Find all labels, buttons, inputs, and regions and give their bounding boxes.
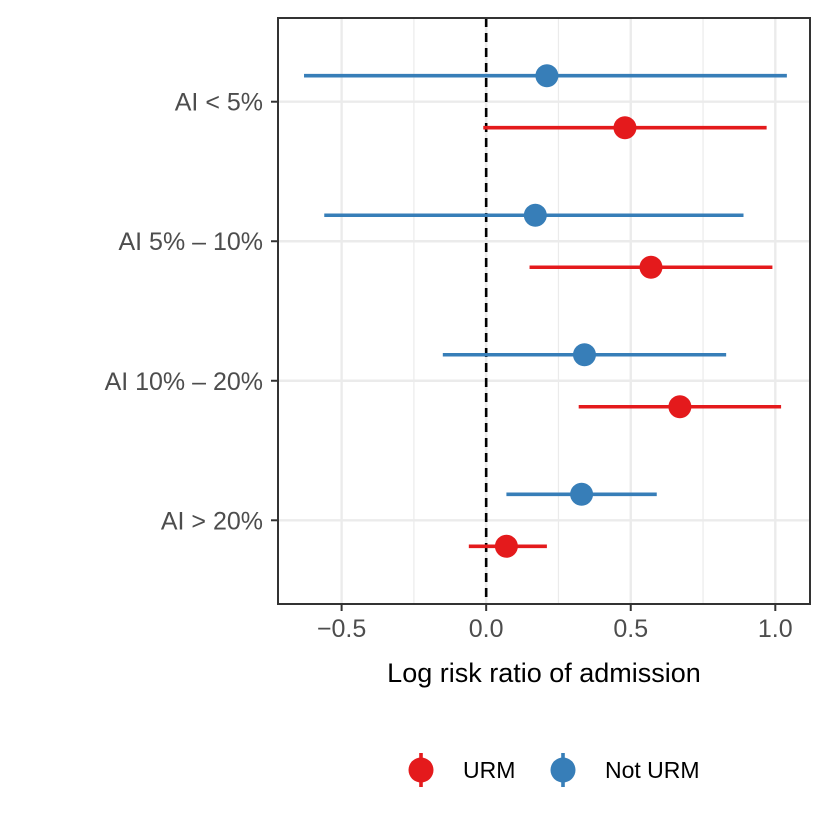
x-axis-title: Log risk ratio of admission (387, 658, 701, 688)
y-tick-label: AI 5% – 10% (118, 228, 263, 256)
x-tick-label: 0.5 (613, 615, 648, 643)
x-tick-label: −0.5 (317, 615, 366, 643)
axis-layer: −0.5 0.0 0.5 1.0 AI < 5% AI 5% – 10% AI 10% – … (105, 89, 793, 643)
y-tick-label: AI > 20% (161, 507, 263, 535)
y-tick-label: AI 10% – 20% (105, 368, 263, 396)
point-estimate (613, 116, 637, 140)
marks-layer (304, 64, 787, 558)
x-tick-label: 1.0 (758, 615, 793, 643)
legend-key-point (408, 757, 434, 783)
point-estimate (572, 343, 596, 367)
point-estimate (494, 534, 518, 558)
legend-key-point (550, 757, 576, 783)
point-estimate (570, 482, 594, 506)
x-tick-label: 0.0 (469, 615, 504, 643)
point-estimate (535, 64, 559, 88)
legend-label: URM (463, 757, 515, 783)
legend-label: Not URM (605, 757, 700, 783)
y-tick-label: AI < 5% (175, 89, 263, 117)
legend: URM Not URM (408, 753, 700, 787)
point-estimate (523, 203, 547, 227)
panel-border (277, 17, 811, 605)
point-estimate (668, 395, 692, 419)
point-estimate (639, 255, 663, 279)
